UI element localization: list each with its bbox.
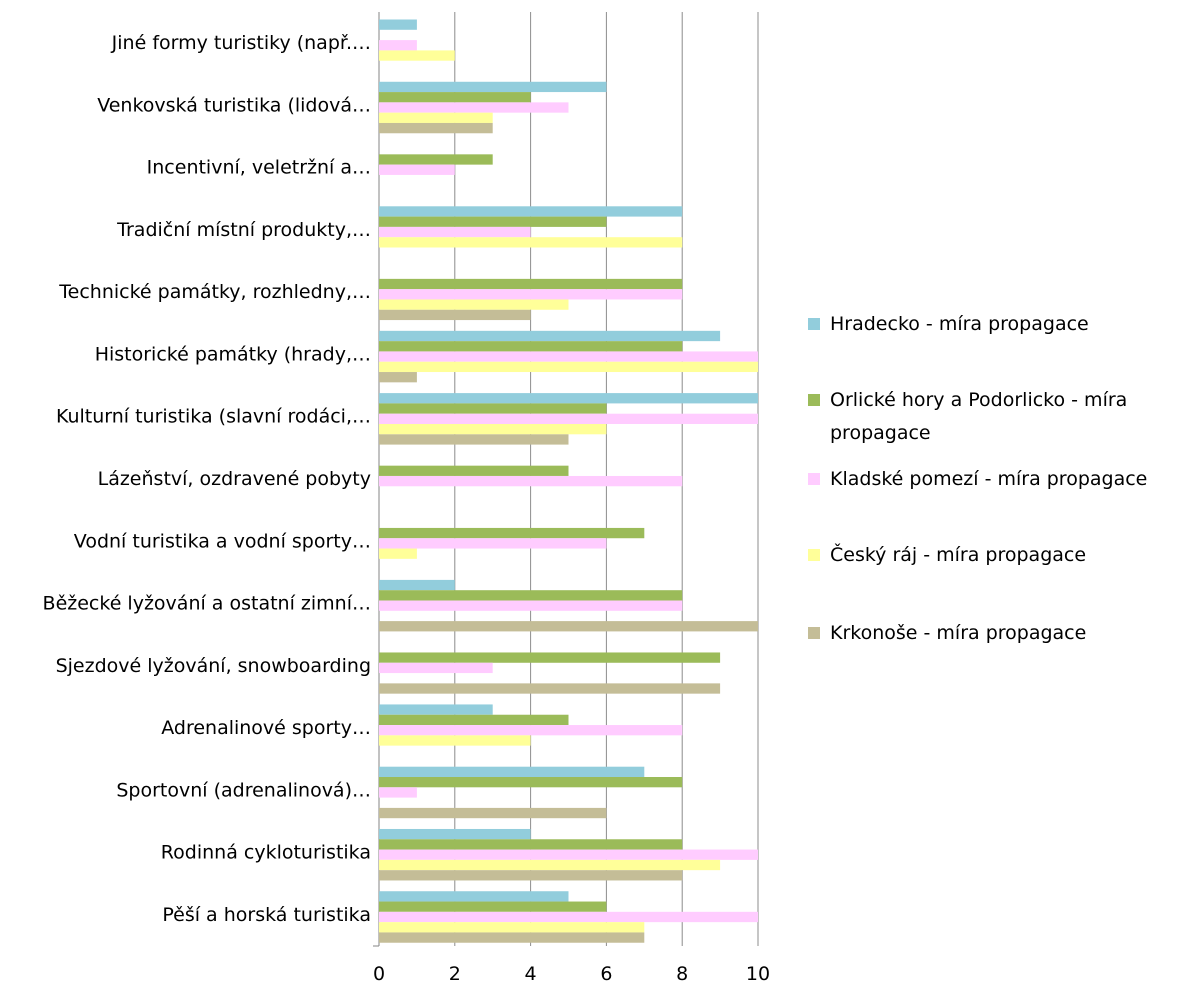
category-label: Kulturní turistika (slavní rodáci,… [56, 406, 371, 428]
tick-label: 10 [746, 963, 770, 985]
bar: Hradecko - míra propagace: 5 [379, 891, 569, 902]
category-labels: Pěší a horská turistika Rodinná cykloturi… [43, 32, 371, 926]
bar: Český ráj - míra propagace: 8 [379, 237, 683, 248]
bar: Kladské pomezí - míra propagace: 8 [379, 600, 683, 611]
legend-swatch [808, 394, 820, 406]
bar: Krkonoše - míra propagace: 6 [379, 807, 607, 819]
tick-label: 0 [373, 963, 385, 985]
bar: Hradecko - míra propagace: 3 [379, 704, 493, 715]
category-label: Vodní turistika a vodní sporty… [74, 530, 371, 552]
bar: Kladské pomezí - míra propagace: 3 [379, 662, 493, 674]
bar: Český ráj - míra propagace: 4 [379, 735, 531, 746]
bar: Kladské pomezí - míra propagace: 8 [379, 725, 683, 736]
tick-label: 4 [525, 963, 537, 985]
category-label: Sjezdové lyžování, snowboarding [56, 655, 371, 677]
bar: Orlické hory a Podorlicko - míra propaga… [379, 403, 607, 414]
bar: Orlické hory a Podorlicko - míra propaga… [379, 527, 645, 539]
bar: Kladské pomezí - míra propagace: 10 [379, 351, 758, 362]
bar: Hradecko - míra propagace: 1 [379, 19, 417, 30]
bar: Kladské pomezí - míra propagace: 5 [379, 102, 569, 113]
bar: Kladské pomezí - míra propagace: 2 [379, 164, 455, 175]
legend-swatch [808, 549, 820, 561]
category-label: Tradiční místní produkty,… [116, 219, 371, 241]
bar: Hradecko - míra propagace: 9 [379, 330, 721, 342]
category-label: Technické památky, rozhledny,… [58, 281, 371, 303]
legend-label: Hradecko - míra propagace [830, 313, 1089, 335]
category-label: Rodinná cykloturistika [161, 842, 371, 864]
bar: Krkonoše - míra propagace: 1 [379, 372, 417, 383]
bar: Orlické hory a Podorlicko - míra propaga… [379, 652, 721, 663]
bar: Kladské pomezí - míra propagace: 10 [379, 849, 758, 860]
bar: Český ráj - míra propagace: 1 [379, 548, 417, 559]
tick-label: 2 [449, 963, 461, 985]
bar: Orlické hory a Podorlicko - míra propaga… [379, 901, 607, 912]
bar: Orlické hory a Podorlicko - míra propaga… [379, 154, 493, 165]
x-axis-ticks: 0 2 4 6 8 10 [373, 963, 770, 985]
bar: Kladské pomezí - míra propagace: 10 [379, 911, 758, 923]
bar: Krkonoše - míra propagace: 9 [379, 683, 721, 694]
category-label: Sportovní (adrenalinová)… [116, 779, 371, 801]
bar: Krkonoše - míra propagace: 8 [379, 870, 683, 881]
tick-label: 6 [600, 963, 612, 985]
bars: Hradecko - míra propagace: 5Orlické hory… [379, 19, 758, 943]
category-label: Lázeňství, ozdravené pobyty [98, 468, 371, 490]
legend-label: Krkonoše - míra propagace [830, 622, 1086, 644]
bar: Hradecko - míra propagace: 6 [379, 81, 607, 93]
bar: Český ráj - míra propagace: 5 [379, 299, 569, 310]
legend-label: propagace [830, 422, 931, 444]
bar: Hradecko - míra propagace: 7 [379, 766, 645, 777]
bar: Český ráj - míra propagace: 7 [379, 922, 645, 933]
legend-label: Kladské pomezí - míra propagace [830, 468, 1147, 490]
bar: Kladské pomezí - míra propagace: 10 [379, 413, 758, 424]
category-label: Adrenalinové sporty… [161, 717, 371, 739]
bar: Hradecko - míra propagace: 4 [379, 828, 531, 840]
bar: Orlické hory a Podorlicko - míra propaga… [379, 590, 683, 601]
bar: Kladské pomezí - míra propagace: 1 [379, 787, 417, 798]
bar: Hradecko - míra propagace: 10 [379, 393, 758, 404]
bar: Orlické hory a Podorlicko - míra propaga… [379, 341, 683, 352]
bar: Orlické hory a Podorlicko - míra propaga… [379, 777, 683, 788]
bar: Kladské pomezí - míra propagace: 1 [379, 40, 417, 51]
bar: Český ráj - míra propagace: 2 [379, 50, 455, 61]
tick-label: 8 [676, 963, 688, 985]
bar: Hradecko - míra propagace: 2 [379, 579, 455, 591]
bar: Krkonoše - míra propagace: 10 [379, 621, 758, 632]
legend-label: Orlické hory a Podorlicko - míra [830, 389, 1127, 411]
category-label: Pěší a horská turistika [162, 904, 371, 926]
bar: Český ráj - míra propagace: 3 [379, 112, 493, 123]
bar: Český ráj - míra propagace: 6 [379, 424, 607, 435]
category-label: Běžecké lyžování a ostatní zimní… [43, 593, 371, 615]
bar: Kladské pomezí - míra propagace: 4 [379, 226, 531, 238]
bar: Hradecko - míra propagace: 8 [379, 206, 683, 217]
category-label: Jiné formy turistiky (např.… [111, 32, 371, 54]
legend-swatch [808, 473, 820, 485]
bar: Orlické hory a Podorlicko - míra propaga… [379, 839, 683, 850]
bar: Orlické hory a Podorlicko - míra propaga… [379, 714, 569, 726]
bar: Orlické hory a Podorlicko - míra propaga… [379, 92, 531, 103]
category-label: Historické památky (hrady,… [95, 343, 371, 365]
legend-swatch [808, 318, 820, 330]
category-label: Venkovská turistika (lidová… [97, 94, 371, 116]
legend-swatch [808, 627, 820, 639]
bar: Orlické hory a Podorlicko - míra propaga… [379, 465, 569, 476]
bar: Krkonoše - míra propagace: 7 [379, 932, 645, 943]
bar: Krkonoše - míra propagace: 5 [379, 434, 569, 445]
legend: Hradecko - míra propagace Orlické hory a … [808, 313, 1147, 644]
bar: Kladské pomezí - míra propagace: 8 [379, 475, 683, 487]
legend-label: Český ráj - míra propagace [830, 542, 1086, 566]
bar: Krkonoše - míra propagace: 4 [379, 309, 531, 321]
bar: Orlické hory a Podorlicko - míra propaga… [379, 278, 683, 290]
bar: Český ráj - míra propagace: 10 [379, 361, 758, 373]
bar: Kladské pomezí - míra propagace: 8 [379, 289, 683, 300]
bar: Orlické hory a Podorlicko - míra propaga… [379, 216, 607, 227]
bar: Krkonoše - míra propagace: 3 [379, 122, 493, 134]
category-label: Incentivní, veletržní a… [147, 157, 371, 179]
bar: Český ráj - míra propagace: 9 [379, 859, 721, 871]
bar: Kladské pomezí - míra propagace: 6 [379, 538, 607, 549]
